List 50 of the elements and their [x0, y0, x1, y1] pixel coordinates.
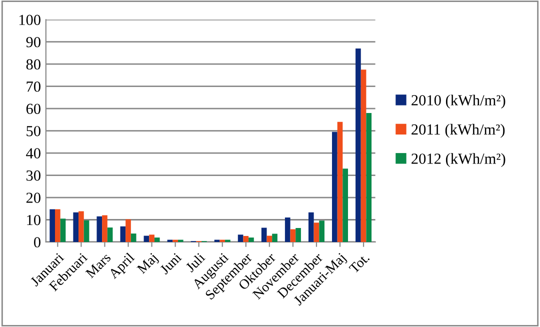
- bar: [308, 212, 314, 242]
- y-tick-label: 30: [26, 170, 40, 181]
- bar: [107, 228, 113, 242]
- bar: [55, 209, 60, 242]
- y-tick-label: 10: [27, 214, 40, 226]
- bar: [50, 209, 55, 242]
- y-tick-label: 20: [26, 192, 40, 203]
- x-tick-label: Tot.: [348, 252, 370, 274]
- legend-label: 2010 (kWh/m²): [412, 94, 506, 109]
- bar: [296, 228, 301, 242]
- bar: [272, 234, 278, 242]
- bar: [314, 222, 320, 242]
- bar: [319, 220, 324, 242]
- bar: [290, 229, 296, 242]
- bar: [360, 70, 366, 242]
- bar: [102, 215, 108, 242]
- bar: [130, 234, 136, 242]
- bar: [84, 220, 90, 242]
- bar: [96, 216, 102, 242]
- bar: [78, 211, 84, 242]
- bar: [337, 122, 343, 242]
- bar: [144, 236, 150, 242]
- bar: [243, 236, 249, 242]
- y-tick-label: 50: [26, 126, 40, 136]
- bar: [356, 48, 361, 242]
- bar: [248, 238, 254, 242]
- x-tick-label: Maj: [136, 252, 160, 276]
- bar: [332, 132, 338, 242]
- bar: [120, 226, 126, 242]
- y-tick-label: 100: [19, 14, 40, 26]
- bar: [60, 218, 66, 242]
- bar: [73, 212, 79, 242]
- bar: [366, 113, 372, 242]
- bar: [149, 234, 154, 242]
- legend-label: 2012 (kWh/m²): [412, 153, 506, 167]
- legend-label: 2011 (kWh/m²): [412, 124, 505, 138]
- y-tick-label: 80: [26, 59, 40, 70]
- y-tick-label: 70: [26, 81, 40, 92]
- x-tick-label: Juni: [159, 252, 182, 275]
- bar: [238, 234, 244, 242]
- y-tick-label: 60: [26, 104, 40, 114]
- bar: [126, 219, 131, 242]
- bar: [266, 236, 272, 242]
- y-tick-label: 40: [26, 148, 40, 158]
- bar: [261, 228, 267, 242]
- y-tick-label: 90: [26, 36, 40, 48]
- bar: [154, 238, 160, 242]
- y-tick-label: 0: [34, 237, 40, 248]
- bar: [342, 168, 348, 242]
- bar: [284, 218, 290, 242]
